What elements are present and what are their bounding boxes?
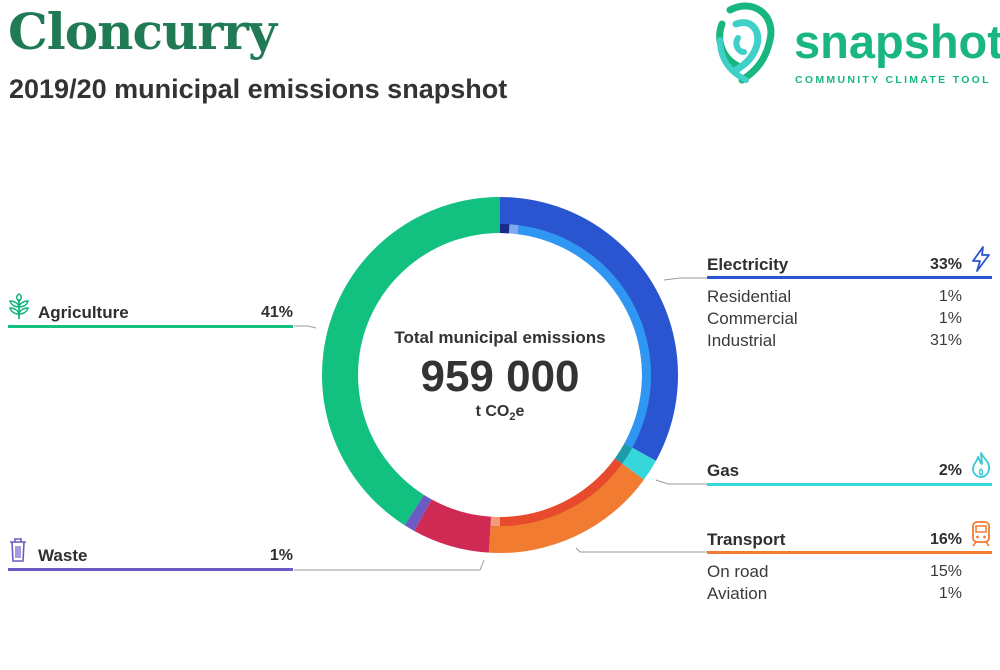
fingerprint-logo-icon xyxy=(716,2,775,84)
page-title: Cloncurry xyxy=(8,2,277,61)
transport-bar xyxy=(707,551,992,554)
gas-pct: 2% xyxy=(938,462,962,479)
flame-icon xyxy=(970,451,992,484)
plant-icon xyxy=(8,293,30,326)
agriculture-bar xyxy=(8,325,293,328)
leader-line-electricity xyxy=(663,277,708,281)
outer-ring-slice-agriculture xyxy=(322,197,500,526)
total-emissions-value: 959 000 xyxy=(420,352,580,401)
transport-label: Transport xyxy=(707,530,786,549)
waste-bar xyxy=(8,568,293,571)
transport-item-pct: 15% xyxy=(929,563,962,580)
gas-bar xyxy=(707,483,992,486)
electricity-item-pct: 1% xyxy=(938,310,962,327)
inner-ring-slice-on-road xyxy=(500,458,623,526)
emissions-unit: t CO2e xyxy=(475,403,525,424)
inner-ring xyxy=(490,224,651,526)
waste-pct: 1% xyxy=(269,547,293,564)
electricity-item-label: Commercial xyxy=(707,309,798,328)
snapshot-logo: snapshot COMMUNITY CLIMATE TOOL xyxy=(712,0,1000,90)
leader-line-agriculture xyxy=(294,325,317,329)
gas-label: Gas xyxy=(707,461,740,480)
electricity-item-label: Industrial xyxy=(707,331,776,350)
train-icon xyxy=(970,520,992,553)
lightning-icon xyxy=(970,246,992,277)
transport-pct: 16% xyxy=(929,531,962,548)
transport-item-pct: 1% xyxy=(938,585,962,602)
logo-tagline: COMMUNITY CLIMATE TOOL xyxy=(795,74,991,86)
electricity-bar xyxy=(707,276,992,279)
inner-ring-slice-industrial xyxy=(517,225,651,448)
inner-ring-slice-commercial xyxy=(508,224,519,235)
electricity-item-label: Residential xyxy=(707,287,792,306)
inner-ring-slice-gas xyxy=(614,443,633,464)
center-label: Total municipal emissions xyxy=(394,328,606,347)
leader-lines xyxy=(294,277,708,571)
transport-item-label: On road xyxy=(707,562,769,581)
agriculture-pct: 41% xyxy=(260,304,293,321)
waste-label: Waste xyxy=(38,546,88,565)
inner-ring-slice-aviation xyxy=(490,516,500,526)
outer-ring-slice-electricity xyxy=(500,197,678,461)
trash-icon xyxy=(8,537,28,568)
agriculture-label: Agriculture xyxy=(38,303,129,322)
leader-line-transport xyxy=(575,547,708,553)
page-subtitle: 2019/20 municipal emissions snapshot xyxy=(9,74,508,104)
inner-ring-slice-residential xyxy=(500,224,510,234)
leader-line-gas xyxy=(655,479,708,485)
leader-line-waste xyxy=(294,559,485,571)
logo-wordmark: snapshot xyxy=(794,15,1000,68)
transport-item-label: Aviation xyxy=(707,584,768,603)
outer-ring-slice-segment-3 xyxy=(414,499,492,553)
electricity-item-pct: 31% xyxy=(929,332,962,349)
electricity-item-pct: 1% xyxy=(938,288,962,305)
outer-ring-slice-waste xyxy=(404,494,432,531)
electricity-label: Electricity xyxy=(707,255,789,274)
electricity-pct: 33% xyxy=(929,256,962,273)
